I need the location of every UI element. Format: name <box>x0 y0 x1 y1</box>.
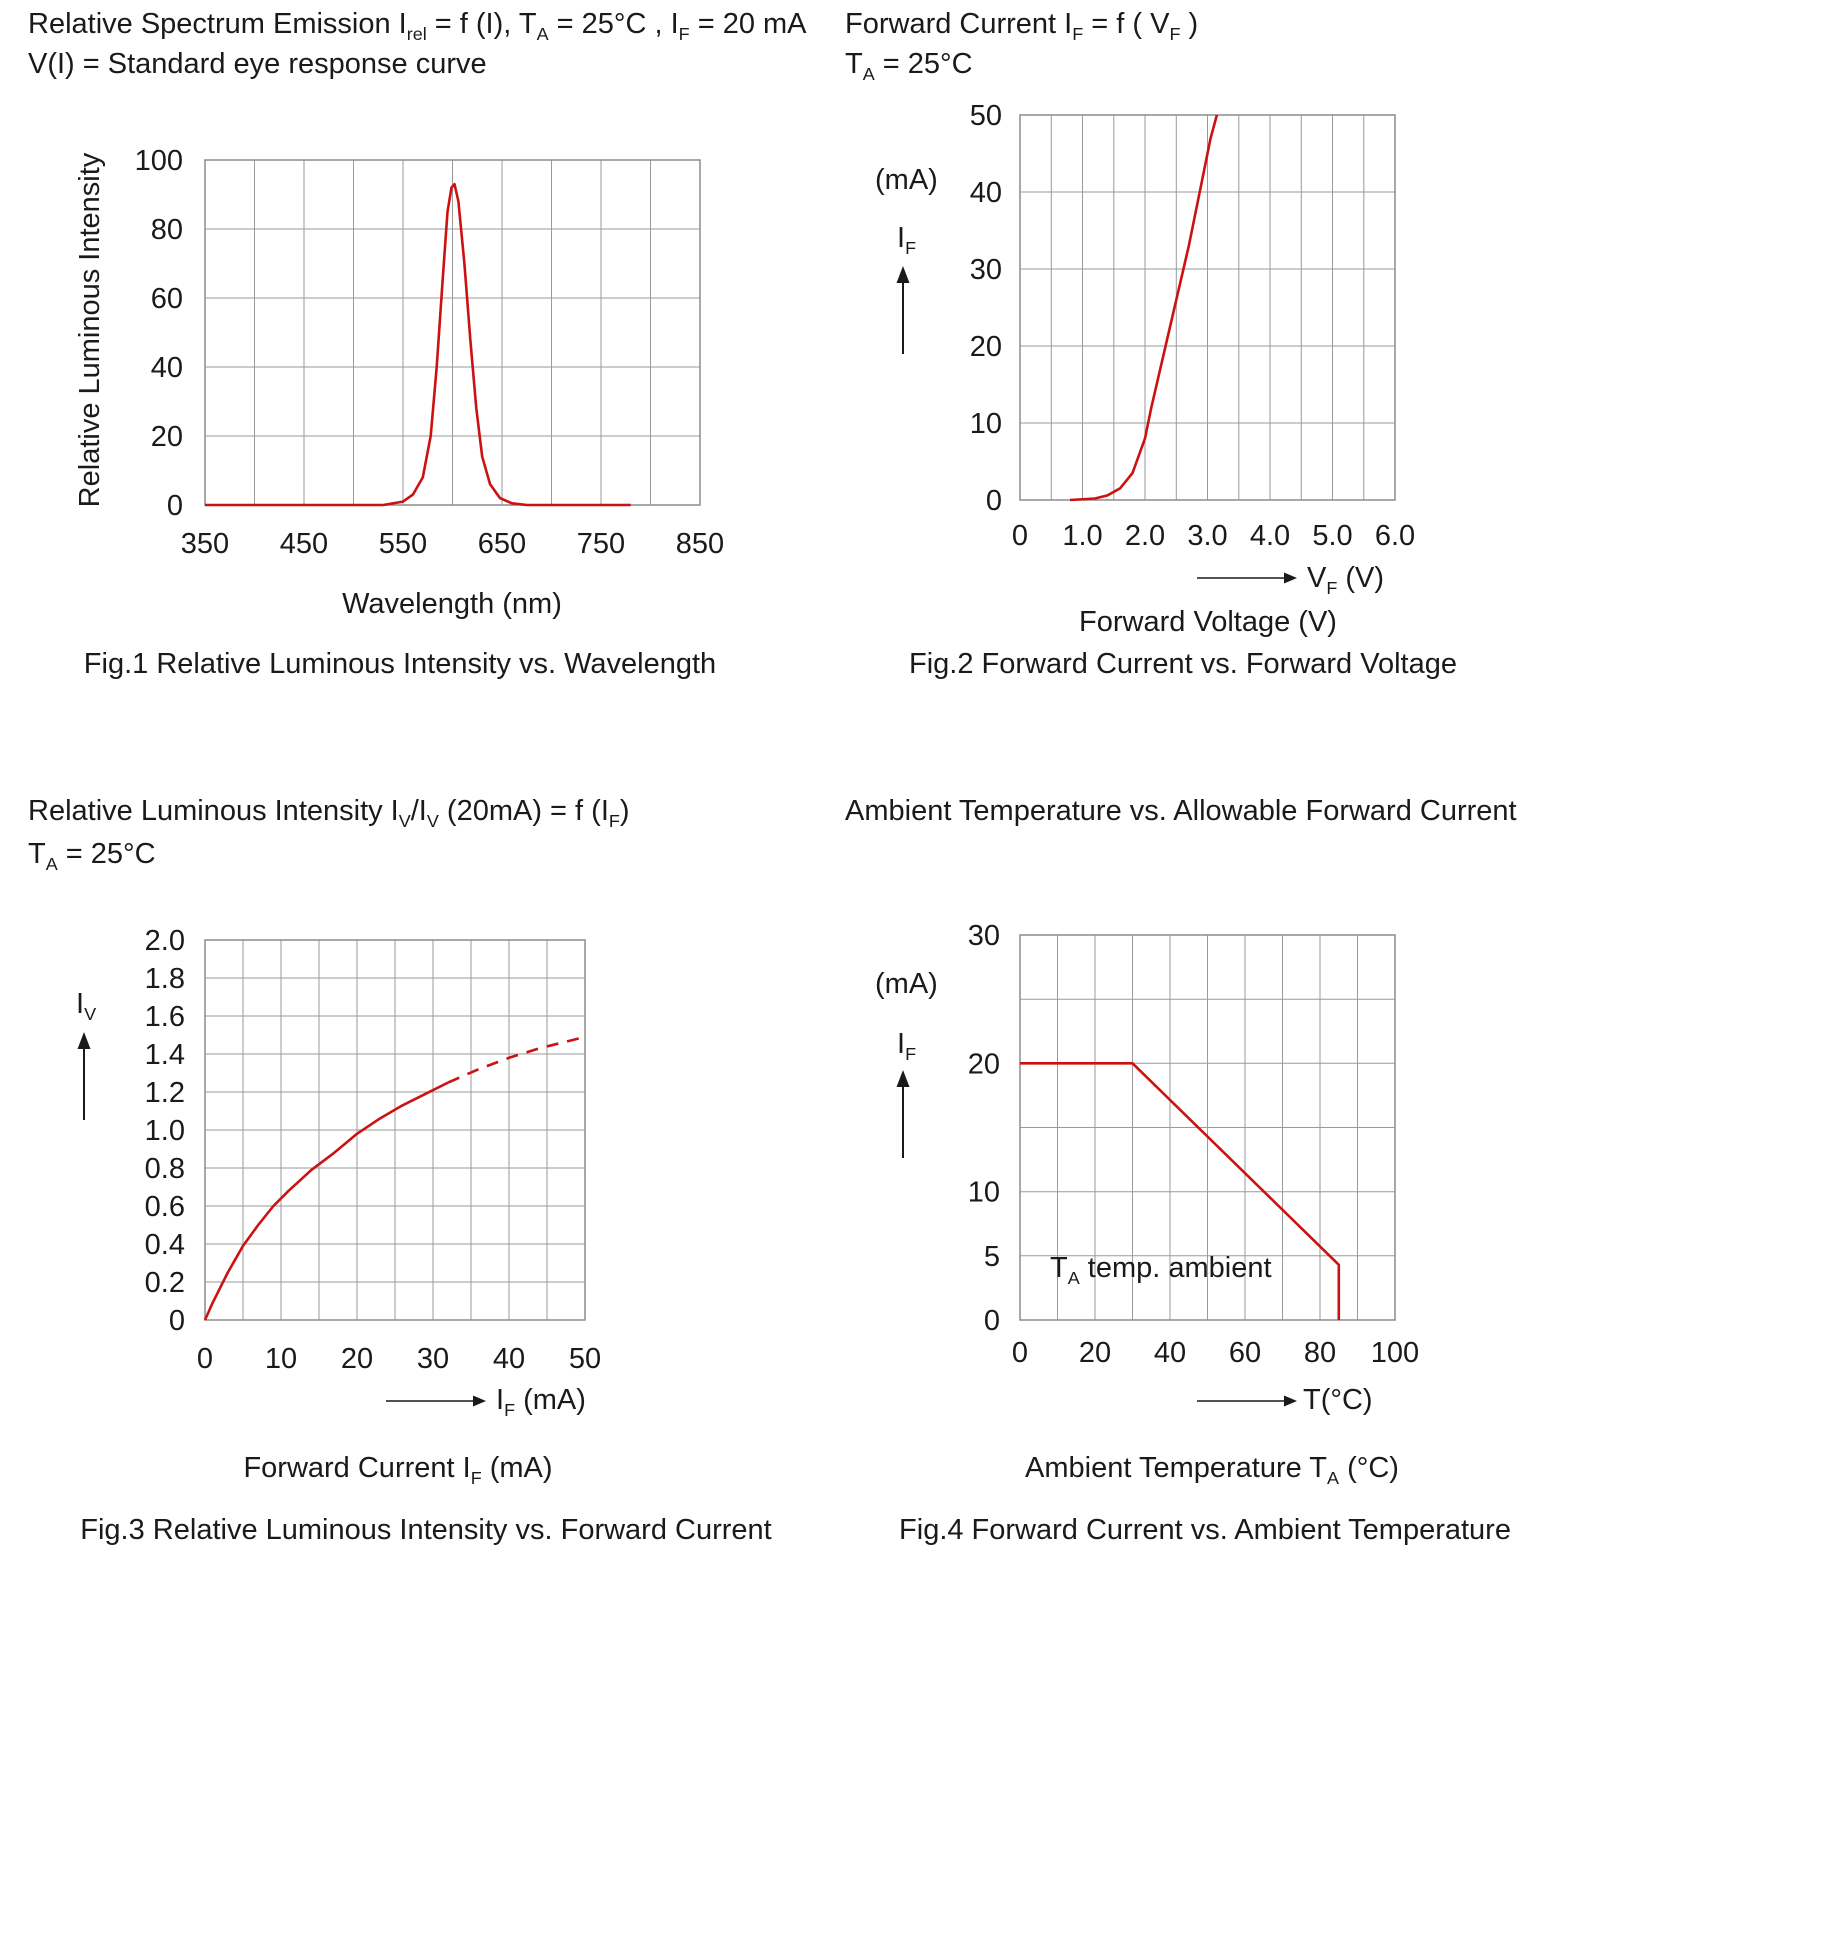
svg-text:0: 0 <box>1012 520 1028 552</box>
figure-4: Ambient Temperature vs. Allowable Forwar… <box>845 760 1845 1660</box>
svg-text:1.4: 1.4 <box>145 1039 185 1071</box>
svg-text:20: 20 <box>1079 1337 1111 1369</box>
svg-text:550: 550 <box>379 528 427 560</box>
figure-2: Forward Current IF = f ( VF ) TA = 25°C … <box>845 0 1845 760</box>
figure-1: Relative Spectrum Emission Irel = f (I),… <box>0 0 845 760</box>
fig3-caption: Fig.3 Relative Luminous Intensity vs. Fo… <box>80 1514 772 1546</box>
svg-text:30: 30 <box>968 920 1000 952</box>
x-axis-right-arrow-icon <box>386 1395 486 1407</box>
fig1-title-line1: Relative Spectrum Emission Irel = f (I),… <box>28 8 807 44</box>
svg-text:10: 10 <box>970 408 1002 440</box>
svg-text:30: 30 <box>417 1343 449 1375</box>
svg-text:2.0: 2.0 <box>145 925 185 957</box>
svg-text:100: 100 <box>1371 1337 1419 1369</box>
svg-text:50: 50 <box>970 100 1002 132</box>
svg-text:450: 450 <box>280 528 328 560</box>
svg-text:10: 10 <box>265 1343 297 1375</box>
svg-text:0: 0 <box>167 490 183 522</box>
fig4-annotation: TA temp. ambient <box>1050 1252 1272 1288</box>
svg-text:5.0: 5.0 <box>1312 520 1352 552</box>
fig1-caption: Fig.1 Relative Luminous Intensity vs. Wa… <box>83 648 717 680</box>
svg-text:30: 30 <box>970 254 1002 286</box>
y-axis-up-arrow-icon <box>77 1032 91 1120</box>
fig2-title-line1: Forward Current IF = f ( VF ) <box>845 8 1199 44</box>
figure-3: Relative Luminous Intensity IV/IV (20mA)… <box>0 760 845 1660</box>
fig3-chart: 0 10 20 30 40 50 0 0.2 0.4 0.6 0.8 1.0 1.2 1.4 1.6 1.8 2… <box>145 925 601 1375</box>
fig2-y-symbol: IF <box>897 222 917 258</box>
svg-text:1.6: 1.6 <box>145 1001 185 1033</box>
svg-text:40: 40 <box>493 1343 525 1375</box>
svg-text:0.4: 0.4 <box>145 1229 185 1261</box>
svg-text:40: 40 <box>151 352 183 384</box>
svg-text:3.0: 3.0 <box>1187 520 1227 552</box>
svg-text:20: 20 <box>970 331 1002 363</box>
svg-text:5: 5 <box>984 1241 1000 1273</box>
svg-text:1.8: 1.8 <box>145 963 185 995</box>
svg-text:1.0: 1.0 <box>1062 520 1102 552</box>
fig4-y-unit-label: (mA) <box>875 968 938 1000</box>
svg-text:0: 0 <box>984 1305 1000 1337</box>
svg-text:50: 50 <box>569 1343 601 1375</box>
y-axis-up-arrow-icon <box>896 266 910 354</box>
svg-text:0: 0 <box>197 1343 213 1375</box>
svg-text:10: 10 <box>968 1177 1000 1209</box>
svg-text:60: 60 <box>151 283 183 315</box>
fig3-title-line2: TA = 25°C <box>28 838 156 874</box>
svg-text:0.8: 0.8 <box>145 1153 185 1185</box>
fig2-title-line2: TA = 25°C <box>845 48 973 84</box>
fig3-x-arrow-label: IF (mA) <box>496 1384 586 1420</box>
fig4-x-axis-label: Ambient Temperature TA (°C) <box>1025 1452 1399 1488</box>
svg-text:750: 750 <box>577 528 625 560</box>
fig1-y-axis-label: Relative Luminous Intensity <box>73 152 106 508</box>
svg-text:80: 80 <box>151 214 183 246</box>
svg-text:4.0: 4.0 <box>1250 520 1290 552</box>
svg-text:20: 20 <box>341 1343 373 1375</box>
fig1-x-axis-label: Wavelength (nm) <box>342 588 562 620</box>
svg-text:2.0: 2.0 <box>1125 520 1165 552</box>
svg-text:1.2: 1.2 <box>145 1077 185 1109</box>
fig4-y-symbol: IF <box>897 1028 917 1064</box>
svg-text:20: 20 <box>968 1048 1000 1080</box>
fig4-title-line1: Ambient Temperature vs. Allowable Forwar… <box>845 795 1517 827</box>
svg-text:60: 60 <box>1229 1337 1261 1369</box>
svg-text:650: 650 <box>478 528 526 560</box>
svg-text:0: 0 <box>169 1305 185 1337</box>
y-axis-up-arrow-icon <box>896 1070 910 1158</box>
fig1-title-line2: V(I) = Standard eye response curve <box>28 48 487 80</box>
svg-text:40: 40 <box>1154 1337 1186 1369</box>
svg-text:80: 80 <box>1304 1337 1336 1369</box>
svg-text:6.0: 6.0 <box>1375 520 1415 552</box>
fig2-caption: Fig.2 Forward Current vs. Forward Voltag… <box>909 648 1457 680</box>
svg-text:40: 40 <box>970 177 1002 209</box>
svg-text:350: 350 <box>181 528 229 560</box>
svg-text:850: 850 <box>676 528 724 560</box>
fig3-y-symbol: IV <box>76 988 97 1024</box>
fig2-x-arrow-label: VF (V) <box>1307 562 1385 598</box>
x-axis-right-arrow-icon <box>1197 572 1297 584</box>
fig1-chart: 350 450 550 650 750 850 0 20 40 60 80 100 <box>135 145 725 560</box>
fig4-x-arrow-label: T(°C) <box>1303 1384 1373 1416</box>
x-axis-right-arrow-icon <box>1197 1395 1297 1407</box>
svg-text:100: 100 <box>135 145 183 177</box>
fig2-x-axis-label: Forward Voltage (V) <box>1079 606 1337 638</box>
svg-text:0.2: 0.2 <box>145 1267 185 1299</box>
svg-text:0: 0 <box>986 485 1002 517</box>
fig2-y-unit-label: (mA) <box>875 164 938 196</box>
fig4-chart: 0 20 40 60 80 100 0 5 10 20 30 <box>968 920 1419 1369</box>
fig2-chart: 0 1.0 2.0 3.0 4.0 5.0 6.0 0 10 20 30 40 50 <box>970 100 1415 552</box>
svg-text:0: 0 <box>1012 1337 1028 1369</box>
svg-text:0.6: 0.6 <box>145 1191 185 1223</box>
fig3-title-line1: Relative Luminous Intensity IV/IV (20mA)… <box>28 795 630 831</box>
svg-text:20: 20 <box>151 421 183 453</box>
svg-text:1.0: 1.0 <box>145 1115 185 1147</box>
fig3-x-axis-label: Forward Current IF (mA) <box>243 1452 553 1488</box>
fig4-caption: Fig.4 Forward Current vs. Ambient Temper… <box>899 1514 1511 1546</box>
